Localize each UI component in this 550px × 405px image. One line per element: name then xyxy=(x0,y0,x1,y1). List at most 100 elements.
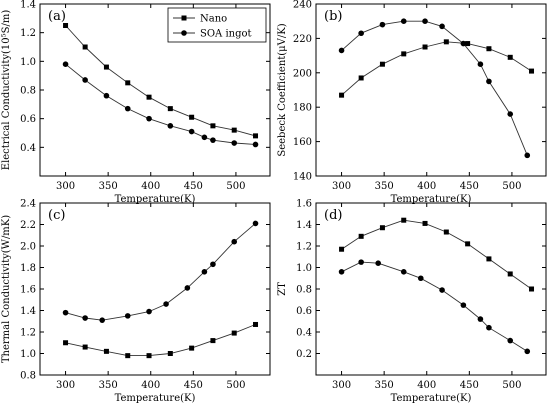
y-tick-label: 0.2 xyxy=(296,349,312,360)
data-point xyxy=(210,261,216,268)
data-point xyxy=(477,61,484,67)
data-point xyxy=(167,351,173,356)
x-tick-label: 400 xyxy=(141,181,160,192)
series-1 xyxy=(339,217,535,292)
data-point xyxy=(379,225,385,231)
series-line xyxy=(341,20,528,156)
data-point xyxy=(231,140,238,146)
x-axis-label: Temperature(K) xyxy=(391,393,472,404)
data-point xyxy=(524,152,531,159)
data-point xyxy=(82,344,88,350)
y-tick-label: 1.0 xyxy=(20,349,36,360)
data-point xyxy=(99,317,105,323)
y-tick-label: 1.0 xyxy=(20,57,36,68)
x-axis-label: Temperature(K) xyxy=(115,393,196,404)
data-point xyxy=(422,44,428,50)
data-point xyxy=(379,21,386,28)
x-axis-label: Temperature(K) xyxy=(115,194,196,205)
legend-marker-circle xyxy=(181,30,187,36)
y-tick-label: 1.6 xyxy=(296,199,312,210)
y-tick-label: 2.4 xyxy=(20,199,36,210)
panel-label: (d) xyxy=(324,208,342,223)
series-2 xyxy=(338,259,531,355)
data-point xyxy=(231,127,237,133)
data-point xyxy=(339,246,345,252)
y-tick-label: 0.6 xyxy=(296,306,312,317)
data-point xyxy=(146,94,152,100)
panel-4: 300 350 400 450 500 0.2 0.4 0.6 0.8 1.0 1.2 1.4 1.6 T… xyxy=(277,199,547,404)
series-1 xyxy=(339,39,535,98)
series-line xyxy=(341,41,532,96)
data-point xyxy=(379,61,385,67)
panel-label: (c) xyxy=(48,208,65,223)
data-point xyxy=(189,345,195,351)
x-tick-label: 450 xyxy=(460,380,479,391)
data-point xyxy=(443,39,449,45)
data-point xyxy=(486,256,492,262)
data-point xyxy=(146,353,152,359)
panel-3: 300 350 400 450 500 0.8 1.0 1.2 1.4 1.6 1.8 2.0 2.2 2… xyxy=(1,199,271,404)
y-axis-label: ZT xyxy=(277,282,288,296)
data-point xyxy=(189,114,195,120)
data-point xyxy=(422,220,428,226)
data-point xyxy=(486,324,492,331)
data-point xyxy=(524,348,531,355)
data-point xyxy=(401,51,407,57)
x-tick-label: 500 xyxy=(226,181,245,192)
data-point xyxy=(338,47,345,54)
x-tick-label: 350 xyxy=(375,181,394,192)
data-point xyxy=(477,316,484,322)
data-point xyxy=(103,92,110,99)
y-tick-label: 2.0 xyxy=(20,242,36,253)
data-point xyxy=(124,105,131,112)
data-point xyxy=(529,68,535,74)
data-point xyxy=(231,238,238,245)
data-point xyxy=(375,260,381,267)
data-point xyxy=(125,353,131,359)
data-point xyxy=(253,133,259,139)
data-point xyxy=(252,141,259,148)
data-point xyxy=(201,269,208,275)
data-point xyxy=(439,287,445,293)
data-point xyxy=(82,77,88,83)
y-tick-label: 140 xyxy=(293,172,312,183)
y-axis-label: Electrical Conductivity(10⁵S/m) xyxy=(1,10,12,171)
y-tick-label: 1.6 xyxy=(20,285,36,296)
data-point xyxy=(465,241,471,247)
y-tick-label: 1.4 xyxy=(20,306,36,317)
data-point xyxy=(124,313,131,319)
data-point xyxy=(400,269,407,275)
data-point xyxy=(63,340,69,346)
data-point xyxy=(507,111,514,117)
data-point xyxy=(358,75,364,81)
y-tick-label: 200 xyxy=(293,68,312,79)
x-tick-label: 400 xyxy=(417,181,436,192)
data-point xyxy=(358,259,364,265)
data-point xyxy=(62,309,69,316)
data-point xyxy=(82,315,88,321)
data-point xyxy=(486,78,492,85)
x-tick-label: 300 xyxy=(56,380,75,391)
series-line xyxy=(341,261,528,352)
data-point xyxy=(167,123,174,129)
data-point xyxy=(146,115,152,122)
panel-1: 300 350 400 450 500 0.4 0.6 0.8 1.0 1.2 1.4 Tempera… xyxy=(1,0,271,205)
y-tick-label: 2.2 xyxy=(20,220,36,231)
data-point xyxy=(507,54,513,60)
series-line xyxy=(65,324,256,357)
data-point xyxy=(507,271,513,277)
data-point xyxy=(422,18,428,25)
legend-label: SOA ingot xyxy=(200,29,252,40)
data-point xyxy=(529,286,535,292)
data-point xyxy=(103,348,109,354)
x-tick-label: 300 xyxy=(332,380,351,391)
series-2 xyxy=(62,61,259,148)
y-tick-label: 1.4 xyxy=(296,220,312,231)
legend: Nano SOA ingot xyxy=(167,7,267,43)
data-point xyxy=(184,285,191,291)
series-1 xyxy=(63,321,259,359)
legend-box xyxy=(167,7,267,43)
series-1 xyxy=(63,23,259,139)
series-2 xyxy=(62,220,259,323)
x-tick-label: 450 xyxy=(184,380,203,391)
